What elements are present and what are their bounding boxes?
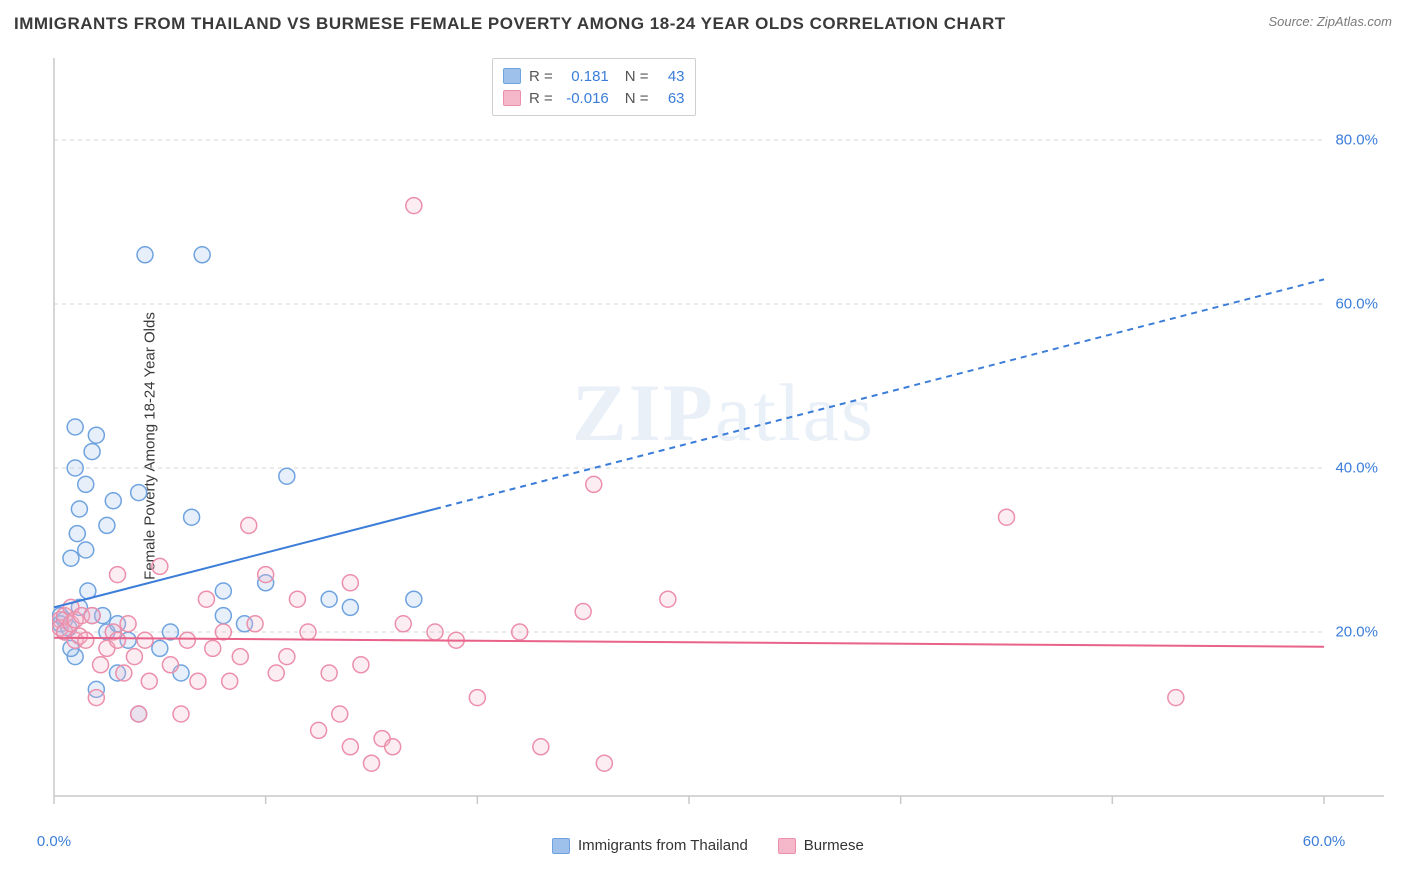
legend-label: Immigrants from Thailand	[578, 837, 748, 854]
x-tick-label: 60.0%	[1303, 833, 1346, 850]
n-label: N =	[625, 90, 649, 107]
n-value: 63	[657, 90, 685, 107]
n-value: 43	[657, 68, 685, 85]
n-label: N =	[625, 68, 649, 85]
source-name: ZipAtlas.com	[1317, 14, 1392, 29]
series-legend: Immigrants from Thailand Burmese	[552, 837, 864, 854]
r-label: R =	[529, 90, 553, 107]
legend-swatch	[503, 90, 521, 106]
legend-item: Immigrants from Thailand	[552, 837, 748, 854]
legend-swatch	[503, 68, 521, 84]
source-attribution: Source: ZipAtlas.com	[1268, 14, 1392, 29]
r-value: -0.016	[561, 90, 609, 107]
legend-swatch	[778, 838, 796, 854]
legend-item: Burmese	[778, 837, 864, 854]
legend-label: Burmese	[804, 837, 864, 854]
r-label: R =	[529, 68, 553, 85]
y-tick-label: 40.0%	[1335, 460, 1378, 477]
y-tick-label: 20.0%	[1335, 624, 1378, 641]
y-tick-label: 60.0%	[1335, 296, 1378, 313]
x-tick-label: 0.0%	[37, 833, 71, 850]
stat-legend-row: R = -0.016 N = 63	[503, 87, 685, 109]
r-value: 0.181	[561, 68, 609, 85]
correlation-stats-legend: R = 0.181 N = 43 R = -0.016 N = 63	[492, 58, 696, 116]
legend-swatch	[552, 838, 570, 854]
chart-title: IMMIGRANTS FROM THAILAND VS BURMESE FEMA…	[14, 14, 1006, 34]
source-prefix: Source:	[1268, 14, 1316, 29]
chart-svg	[52, 56, 1384, 826]
chart-plot-area: ZIPatlas R =0.181N =43R =-0.016N =63 Imm…	[52, 56, 1384, 826]
y-tick-label: 80.0%	[1335, 132, 1378, 149]
stat-legend-row: R = 0.181 N = 43	[503, 65, 685, 87]
